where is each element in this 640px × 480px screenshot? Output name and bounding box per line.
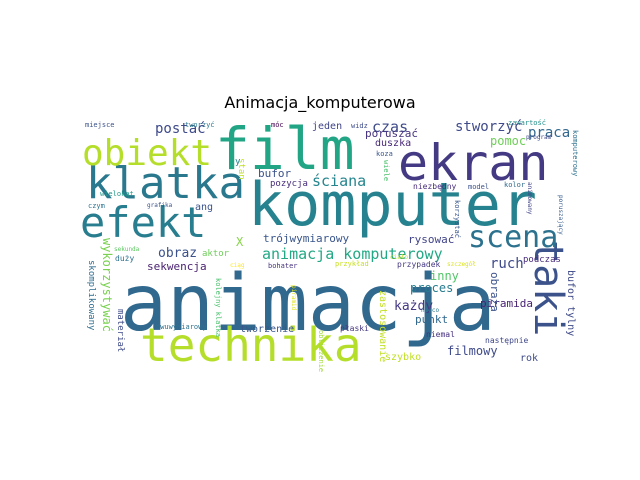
word: komputerowy bbox=[571, 130, 579, 177]
word: sekwencja bbox=[147, 260, 207, 273]
word: bufor tylny bbox=[565, 270, 576, 337]
word: film bbox=[215, 115, 355, 183]
word: efekt bbox=[80, 198, 207, 247]
word: obliczenie bbox=[317, 330, 325, 373]
word: klatka bbox=[86, 158, 245, 209]
word: szybko bbox=[385, 352, 422, 363]
word: komputer bbox=[248, 170, 537, 240]
word: rok bbox=[520, 353, 539, 364]
word: korzystać bbox=[453, 200, 461, 238]
word: stworzyć bbox=[455, 119, 523, 135]
word: duszka bbox=[375, 138, 412, 149]
word: ściana bbox=[312, 172, 367, 190]
word: proces bbox=[410, 281, 454, 295]
word: szczegół bbox=[447, 261, 476, 268]
word: grafika bbox=[147, 202, 173, 209]
word: pozycja bbox=[270, 179, 308, 189]
word: tworzenie bbox=[240, 324, 295, 335]
word: sekunda bbox=[114, 246, 140, 253]
word: X bbox=[236, 235, 244, 249]
word: kolor bbox=[504, 181, 526, 189]
word: aktor bbox=[202, 249, 230, 259]
word: skomplikowany bbox=[86, 260, 96, 331]
word: bohater bbox=[268, 262, 298, 270]
word: nieco bbox=[421, 307, 440, 314]
word: ekran bbox=[398, 134, 549, 192]
word: następnie bbox=[485, 336, 529, 345]
word: poruszający bbox=[557, 195, 564, 235]
word: czas bbox=[372, 118, 409, 136]
word: model bbox=[468, 183, 490, 191]
word: piramid bbox=[290, 285, 297, 311]
word: przykład bbox=[335, 260, 369, 268]
word: zawartość bbox=[508, 119, 546, 127]
word: niemal bbox=[426, 330, 455, 339]
word: wiele bbox=[382, 160, 390, 182]
word: technika bbox=[140, 318, 362, 372]
word: płaski bbox=[340, 324, 369, 333]
word: widz bbox=[351, 122, 368, 130]
word: ang bbox=[195, 202, 214, 213]
word: scena bbox=[468, 220, 559, 255]
word: przypadek bbox=[397, 260, 441, 269]
word: miejsce bbox=[85, 121, 115, 129]
word-cloud: animacja komputer film ekran technika kl… bbox=[80, 115, 580, 373]
word: filmowy bbox=[447, 344, 498, 358]
word: postać bbox=[155, 121, 206, 137]
word: obraz bbox=[158, 246, 198, 261]
word: móc bbox=[271, 121, 284, 129]
word: materiał bbox=[115, 309, 125, 353]
word: wielokąt bbox=[100, 190, 134, 198]
word: program bbox=[526, 134, 552, 141]
word: animacja komputerowy bbox=[262, 245, 443, 263]
word: pomoc bbox=[490, 134, 527, 148]
word: punkt bbox=[415, 313, 449, 326]
word: koza bbox=[376, 150, 393, 158]
chart-title: Animacja_komputerowa bbox=[224, 93, 416, 112]
word: piramida bbox=[480, 297, 533, 310]
word: trójwymiarowy bbox=[263, 232, 350, 245]
word: dwuwymiarowy bbox=[156, 323, 207, 331]
word: wykorzystywać bbox=[100, 238, 114, 332]
word: inny bbox=[430, 269, 459, 283]
word: poruszać bbox=[365, 127, 418, 140]
word: obraza bbox=[488, 272, 501, 312]
word: niezbędny bbox=[413, 182, 457, 191]
word: animowany bbox=[526, 182, 533, 215]
word: jeden bbox=[312, 121, 343, 132]
word: y bbox=[235, 157, 241, 167]
word: obiekt bbox=[82, 133, 213, 174]
word: czym bbox=[88, 202, 105, 210]
word: animacja bbox=[120, 259, 496, 349]
word: ciąg bbox=[230, 262, 245, 269]
word: rysować bbox=[408, 233, 455, 246]
word: ruch bbox=[490, 256, 524, 272]
word: zastosowanie bbox=[377, 290, 388, 363]
word: każdy bbox=[394, 299, 434, 314]
word: tworzyć bbox=[185, 121, 215, 129]
word: ciało bbox=[390, 254, 409, 261]
word: kolejny klatka bbox=[214, 278, 222, 338]
word: bufor bbox=[258, 167, 292, 180]
word: podczas bbox=[523, 255, 561, 265]
word: duży bbox=[115, 254, 135, 263]
word: praca bbox=[528, 125, 571, 141]
